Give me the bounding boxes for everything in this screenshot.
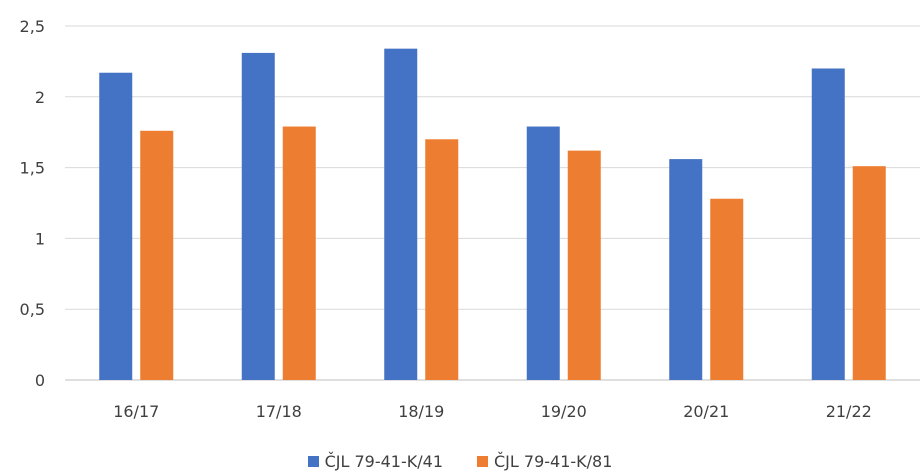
legend: ČJL 79-41-K/41 ČJL 79-41-K/81 <box>0 450 920 472</box>
x-tick-label: 20/21 <box>683 402 729 421</box>
bar-chart: 0 0,5 1 1,5 2 2,5 16/17 17/18 18/19 19/20 20/21 21… <box>20 17 920 421</box>
bar-series-2 <box>140 130 174 380</box>
bar-series-2 <box>852 166 886 380</box>
bar-series-1 <box>241 52 275 381</box>
legend-swatch-series-1 <box>307 455 319 467</box>
legend-label-series-2: ČJL 79-41-K/81 <box>494 451 613 471</box>
x-tick-label: 21/22 <box>826 402 872 421</box>
y-tick-label: 1,5 <box>20 159 45 178</box>
legend-swatch-series-2 <box>477 455 488 467</box>
y-tick-label: 2 <box>35 88 45 107</box>
bar-series-1 <box>384 48 418 380</box>
gridlines <box>65 25 920 381</box>
bar-series-1 <box>669 159 703 380</box>
y-tick-label: 2,5 <box>20 17 45 36</box>
legend-item-series-1: ČJL 79-41-K/41 <box>307 451 443 471</box>
bar-series-1 <box>526 126 560 380</box>
bars <box>99 48 886 381</box>
legend-item-series-2: ČJL 79-41-K/81 <box>477 452 612 471</box>
bar-series-2 <box>710 198 744 380</box>
bar-series-1 <box>811 68 845 380</box>
bar-series-2 <box>425 139 459 380</box>
y-tick-label: 0 <box>35 371 45 390</box>
x-axis: 16/17 17/18 18/19 19/20 20/21 21/22 <box>113 402 872 421</box>
y-tick-label: 1 <box>35 229 45 248</box>
bar-series-2 <box>282 126 316 380</box>
x-tick-label: 16/17 <box>113 402 159 421</box>
bar-series-2 <box>567 150 601 380</box>
legend-label-series-1: ČJL 79-41-K/41 <box>324 451 443 471</box>
y-tick-label: 0,5 <box>20 300 45 319</box>
x-tick-label: 17/18 <box>256 402 302 421</box>
x-tick-label: 19/20 <box>541 402 587 421</box>
x-tick-label: 18/19 <box>398 402 444 421</box>
bar-series-1 <box>99 72 133 380</box>
y-axis: 0 0,5 1 1,5 2 2,5 <box>20 17 45 390</box>
